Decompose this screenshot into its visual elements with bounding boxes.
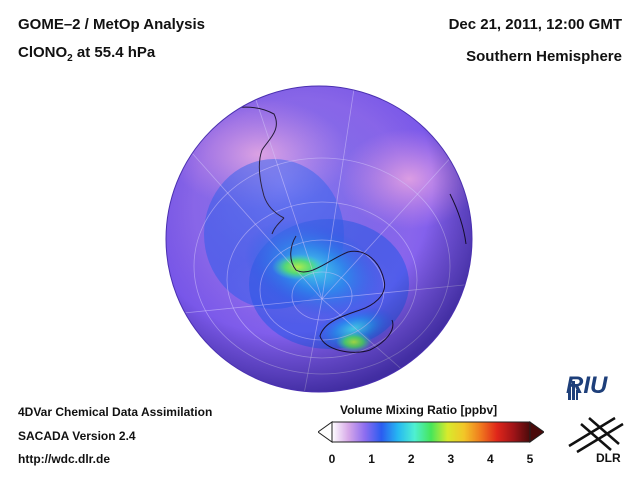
colorbar-tick-4: 4	[487, 452, 494, 466]
colorbar-tick-3: 3	[447, 452, 455, 466]
product-title: GOME–2 / MetOp Analysis	[18, 16, 205, 33]
datetime-label: Dec 21, 2011, 12:00 GMT	[448, 16, 622, 33]
dlr-logo: DLR	[596, 451, 621, 465]
colorbar	[318, 421, 544, 443]
region-label: Southern Hemisphere	[466, 48, 622, 65]
footer-line-1: 4DVar Chemical Data Assimilation	[18, 405, 213, 419]
colorbar-tick-5: 5	[526, 452, 534, 466]
species-label: ClONO2 at 55.4 hPa	[18, 44, 156, 64]
riu-logo: RIU	[566, 372, 608, 399]
globe-outline	[165, 85, 473, 393]
colorbar-ramp	[331, 421, 531, 443]
colorbar-tick-1: 1	[368, 452, 375, 466]
colorbar-max-arrow	[529, 421, 544, 443]
footer-line-2: SACADA Version 2.4	[18, 429, 136, 443]
globe-shading	[166, 86, 472, 392]
riu-logo-icon	[568, 381, 578, 400]
footer-url[interactable]: http://wdc.dlr.de	[18, 452, 110, 466]
colorbar-title: Volume Mixing Ratio [ppbv]	[340, 403, 498, 417]
colorbar-min-arrow	[318, 421, 333, 443]
dlr-logo-icon	[568, 416, 624, 454]
colorbar-tick-2: 2	[407, 452, 415, 466]
colorbar-tick-0: 0	[328, 452, 336, 466]
globe-map	[165, 85, 473, 393]
